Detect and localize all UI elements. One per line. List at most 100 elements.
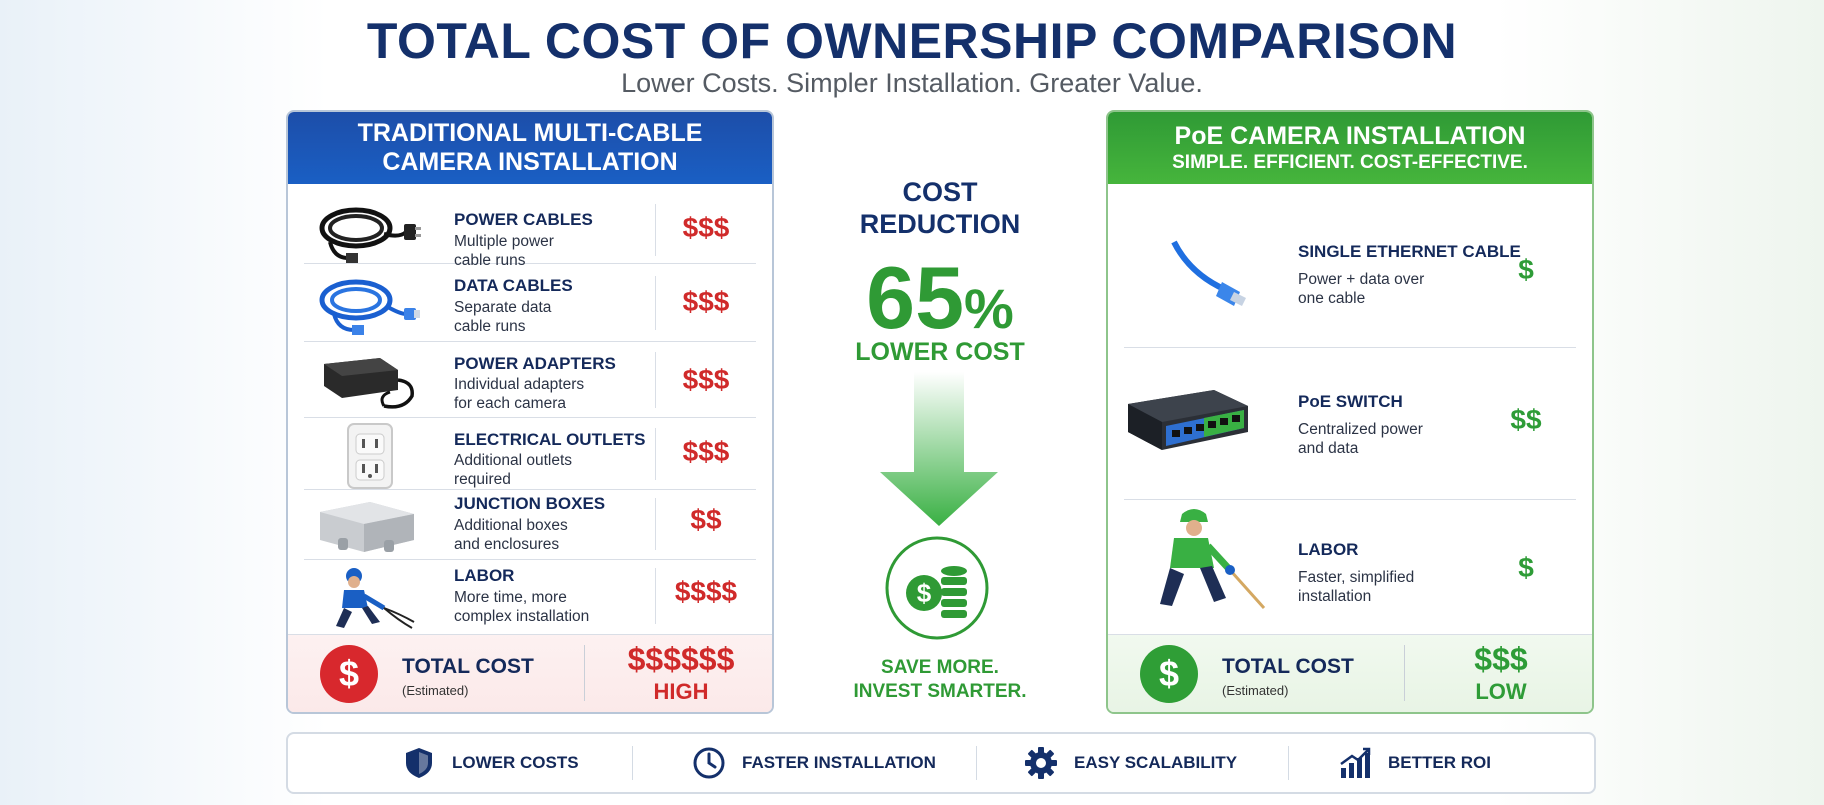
traditional-heading-line2: CAMERA INSTALLATION: [382, 148, 678, 176]
slogan-line1: SAVE MORE.: [881, 657, 999, 678]
item-desc-line2: required: [454, 471, 511, 488]
slogan-line2: INVEST SMARTER.: [853, 681, 1027, 702]
item-desc-line2: cable runs: [454, 252, 526, 269]
item-title: PoE SWITCH: [1298, 392, 1403, 411]
item-desc-line2: complex installation: [454, 608, 590, 625]
poe-total: $ TOTAL COST (Estimated) $$$ LOW: [1108, 634, 1592, 712]
traditional-item-junction-boxes: JUNCTION BOXES Additional boxes and encl…: [304, 490, 756, 560]
total-label: TOTAL COST: [1222, 655, 1354, 678]
total-value: $$$: [1474, 641, 1528, 677]
divider: [976, 746, 977, 780]
lower-cost-label: LOWER COST: [855, 338, 1025, 366]
item-title: JUNCTION BOXES: [454, 494, 606, 513]
total-value: $$$$$$: [627, 641, 735, 677]
divider: [655, 352, 656, 408]
item-title: POWER CABLES: [454, 210, 593, 229]
junction-box-icon: [320, 502, 414, 552]
traditional-item-power-adapters: POWER ADAPTERS Individual adapters for e…: [304, 342, 756, 418]
benefit-easy-scalability: EASY SCALABILITY: [1024, 734, 1237, 792]
worker-icon: [336, 568, 415, 629]
item-desc-line1: Power + data over: [1298, 271, 1425, 288]
item-description: Centralized power and data: [1298, 420, 1488, 458]
item-desc-line1: More time, more: [454, 589, 567, 606]
item-description: Additional boxes and enclosures: [454, 516, 644, 554]
slogan: SAVE MORE. INVEST SMARTER.: [790, 656, 1090, 704]
poe-item-labor: LABOR Faster, simplified installation $: [1124, 500, 1576, 634]
traditional-heading-line1: TRADITIONAL MULTI-CABLE: [357, 119, 703, 147]
item-cost: $$$$: [674, 576, 738, 607]
cost-reduction-heading: COST REDUCTION: [790, 176, 1090, 240]
item-title: POWER ADAPTERS: [454, 354, 616, 373]
divider: [655, 428, 656, 480]
cost-reduction-line2: REDUCTION: [859, 209, 1021, 239]
poe-heading-line1: PoE CAMERA INSTALLATION: [1174, 122, 1526, 150]
cost-reduction-line1: COST: [902, 177, 978, 207]
divider: [655, 498, 656, 550]
benefit-faster-installation: FASTER INSTALLATION: [692, 734, 936, 792]
worker-icon: [1160, 509, 1266, 610]
item-desc-line2: and data: [1298, 440, 1359, 457]
cost-reduction-percent: 65%: [790, 254, 1090, 353]
item-desc-line2: installation: [1298, 588, 1372, 605]
poe-panel: PoE CAMERA INSTALLATION SIMPLE. EFFICIEN…: [1106, 110, 1594, 714]
item-title: ELECTRICAL OUTLETS: [454, 430, 646, 449]
poe-panel-header: PoE CAMERA INSTALLATION SIMPLE. EFFICIEN…: [1108, 112, 1592, 184]
page-title: TOTAL COST OF OWNERSHIP COMPARISON: [366, 13, 1458, 69]
divider: [655, 568, 656, 624]
item-description: Multiple power cable runs: [454, 232, 644, 270]
power-adapter-icon: [324, 358, 414, 409]
item-desc-line2: one cable: [1298, 290, 1366, 307]
item-desc-line1: Faster, simplified: [1298, 569, 1415, 586]
growth-chart-icon: [1340, 747, 1371, 778]
traditional-item-labor: LABOR More time, more complex installati…: [304, 560, 756, 634]
total-sublabel: (Estimated): [1222, 683, 1289, 698]
divider: [655, 276, 656, 330]
shield-icon: [406, 748, 432, 778]
poe-heading-line2: SIMPLE. EFFICIENT. COST-EFFECTIVE.: [1172, 152, 1528, 173]
item-desc-line1: Additional boxes: [454, 517, 568, 534]
item-desc-line1: Multiple power: [454, 233, 554, 250]
item-desc-line1: Separate data: [454, 299, 552, 316]
electrical-outlet-icon: [347, 423, 393, 489]
item-description: Separate data cable runs: [454, 298, 644, 336]
benefit-better-roi: BETTER ROI: [1338, 734, 1491, 792]
traditional-total: $ TOTAL COST (Estimated) $$$$$$ HIGH: [288, 634, 772, 712]
item-cost: $: [1518, 254, 1534, 285]
item-description: Faster, simplified installation: [1298, 568, 1488, 606]
benefits-bar: LOWER COSTS FASTER INSTALLATION EASY S: [286, 732, 1596, 794]
percent-value: 65: [866, 248, 965, 347]
total-level: HIGH: [653, 679, 709, 704]
traditional-panel-header: TRADITIONAL MULTI-CABLE CAMERA INSTALLAT…: [288, 112, 772, 184]
coin-stack-icon: $: [885, 536, 989, 640]
traditional-item-power-cables: POWER CABLES Multiple power cable runs $…: [304, 194, 756, 269]
divider: [1404, 645, 1405, 701]
poe-switch-icon: [1128, 390, 1248, 450]
page-subtitle: Lower Costs. Simpler Installation. Great…: [621, 68, 1203, 98]
item-title: LABOR: [1298, 540, 1359, 559]
down-arrow-icon: [880, 372, 998, 526]
traditional-item-data-cables: DATA CABLES Separate data cable runs $$$: [304, 264, 756, 342]
item-title: SINGLE ETHERNET CABLE: [1298, 242, 1521, 261]
item-description: Individual adapters for each camera: [454, 375, 644, 413]
percent-sign: %: [964, 277, 1014, 340]
benefit-label: FASTER INSTALLATION: [742, 753, 936, 772]
clock-icon: [693, 747, 725, 779]
gear-icon: [1025, 747, 1057, 779]
item-cost: $$$: [682, 286, 730, 317]
item-desc-line1: Centralized power: [1298, 421, 1423, 438]
item-title: LABOR: [454, 566, 515, 585]
item-description: More time, more complex installation: [454, 588, 644, 626]
item-cost: $$: [1510, 404, 1542, 435]
divider: [1288, 746, 1289, 780]
item-cost: $$$: [682, 364, 730, 395]
divider: [655, 204, 656, 256]
item-desc-line1: Additional outlets: [454, 452, 573, 469]
item-desc-line2: for each camera: [454, 395, 566, 412]
divider: [632, 746, 633, 780]
total-label: TOTAL COST: [402, 655, 534, 678]
power-cable-icon: [319, 207, 421, 263]
coin-dollar-symbol: $: [917, 578, 932, 608]
benefit-label: LOWER COSTS: [452, 753, 579, 772]
ethernet-cable-icon: [1171, 240, 1246, 306]
benefit-lower-costs: LOWER COSTS: [402, 734, 579, 792]
